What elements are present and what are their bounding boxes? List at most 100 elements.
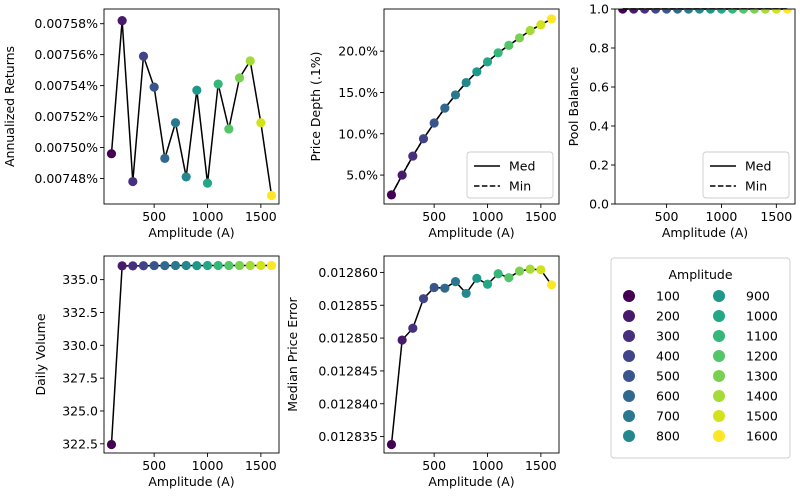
legend-label-min: Min (745, 179, 767, 194)
x-tick-label: 1000 (472, 209, 504, 224)
data-point-1000 (202, 260, 213, 271)
data-point-500 (149, 82, 159, 92)
legend-marker-400 (623, 350, 635, 362)
data-point-300 (128, 176, 138, 187)
legend-marker-100 (623, 290, 635, 302)
legend-marker-700 (623, 410, 635, 422)
y-tick-label: 322.5 (62, 436, 98, 451)
legend-marker-600 (623, 390, 635, 402)
y-tick-label: 0.00754% (34, 78, 98, 93)
data-point-400 (418, 294, 429, 304)
y-tick-label: 0.012845 (318, 363, 378, 378)
legend-label-700: 700 (656, 409, 680, 424)
data-point-1400 (245, 260, 255, 271)
data-point-700 (170, 118, 181, 128)
data-point-200 (117, 261, 127, 271)
axes-frame (383, 255, 560, 454)
data-point-200 (117, 16, 127, 26)
data-point-300 (408, 151, 418, 161)
legend-marker-1600 (713, 430, 725, 442)
chart-pool-balance: 500 1000 1500 0.0 0.2 0.4 0.6 0.8 1.0 Amplitude (… (566, 2, 796, 240)
data-points (618, 9, 792, 14)
legend-label-min: Min (509, 179, 531, 194)
data-point-1100 (213, 79, 223, 89)
chart-median-price-error: 500 1000 1500 0.012835 0.012840 0.012845 0.012… (285, 255, 560, 489)
data-point-500 (661, 9, 672, 14)
data-point-1400 (245, 56, 255, 66)
data-point-900 (192, 260, 202, 271)
y-tick-label: 10.0% (338, 126, 378, 141)
y-tick-label: 0.00756% (34, 47, 98, 62)
data-point-1100 (493, 48, 503, 58)
data-point-1500 (536, 20, 546, 30)
data-point-1300 (234, 260, 245, 271)
y-tick-label: 0.0 (589, 197, 609, 212)
data-point-1300 (514, 33, 525, 43)
legend-label-600: 600 (656, 389, 680, 404)
legend-marker-500 (623, 370, 635, 382)
data-point-700 (170, 260, 181, 271)
y-tick-label: 0.6 (589, 80, 609, 95)
legend-label-1000: 1000 (746, 309, 778, 324)
data-point-1300 (234, 73, 245, 83)
data-point-1300 (514, 266, 525, 276)
x-tick-label: 1500 (245, 458, 277, 473)
y-tick-label: 327.5 (62, 371, 98, 386)
y-axis-label: Median Price Error (285, 296, 300, 411)
data-point-700 (683, 9, 694, 14)
x-tick-label: 1000 (192, 209, 224, 224)
data-point-1200 (738, 9, 749, 14)
legend-marker-1400 (713, 390, 725, 402)
y-tick-label: 325.0 (62, 403, 98, 418)
data-point-200 (397, 170, 407, 180)
y-tick-label: 330.0 (62, 338, 98, 353)
data-point-900 (192, 85, 202, 95)
data-point-800 (181, 172, 191, 182)
legend-marker-1200 (713, 350, 725, 362)
data-point-400 (651, 9, 661, 14)
x-tick-label: 1000 (192, 458, 224, 473)
legend-label-1300: 1300 (746, 369, 778, 384)
legend-marker-1000 (713, 310, 725, 322)
data-point-500 (429, 282, 439, 293)
x-tick-label: 500 (142, 209, 166, 224)
data-point-100 (386, 190, 397, 200)
series-line (390, 268, 553, 445)
legend-label-100: 100 (656, 289, 680, 304)
data-points (386, 264, 557, 450)
x-tick-label: 1000 (706, 209, 738, 224)
data-point-1100 (213, 260, 223, 271)
legend-label-1200: 1200 (746, 349, 778, 364)
data-point-1300 (749, 9, 759, 14)
legend-title: Amplitude (668, 267, 732, 282)
x-axis-label: Amplitude (A) (662, 225, 748, 240)
data-point-1100 (493, 269, 503, 279)
data-point-900 (705, 9, 716, 14)
data-point-500 (429, 118, 439, 128)
data-point-1600 (546, 14, 557, 24)
data-point-100 (618, 9, 628, 14)
chart-price-depth: 500 1000 1500 5.0% 10.0% 15.0% 20.0% Amplitude … (308, 8, 560, 240)
data-point-700 (450, 277, 461, 287)
data-point-800 (461, 77, 471, 88)
y-axis-label: Daily Volume (33, 313, 48, 395)
data-point-1000 (716, 9, 727, 14)
legend-label-800: 800 (656, 429, 680, 444)
data-point-200 (629, 9, 639, 14)
amplitude-legend: Amplitude 100 200 300 400 500 600 700 800 900 1000… (610, 257, 791, 459)
x-tick-label: 1500 (245, 209, 277, 224)
data-point-800 (694, 9, 705, 14)
legend-label-1100: 1100 (746, 329, 778, 344)
data-point-300 (128, 261, 138, 271)
axes-frame (383, 8, 560, 205)
y-tick-label: 1.0 (589, 2, 609, 17)
x-tick-label: 1500 (760, 209, 792, 224)
x-axis-label: Amplitude (A) (428, 474, 514, 489)
chart-daily-volume: 500 1000 1500 322.5 325.0 327.5 330.0 332.5 335.… (33, 255, 280, 489)
data-point-400 (138, 261, 149, 271)
y-tick-label: 0.00758% (34, 16, 98, 31)
x-axis-label: Amplitude (A) (428, 225, 514, 240)
legend-label-1600: 1600 (746, 429, 778, 444)
y-axis-label: Price Depth (.1%) (308, 51, 323, 161)
